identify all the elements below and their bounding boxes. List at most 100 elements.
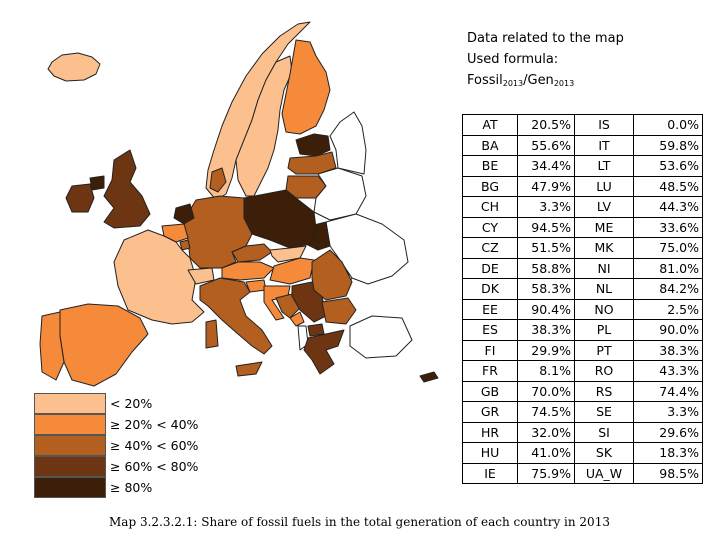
country-code-cell: FR — [462, 360, 518, 382]
share-value-cell: 81.0% — [633, 257, 703, 279]
share-value-cell: 29.6% — [633, 421, 703, 443]
share-value-cell: 94.5% — [517, 216, 575, 238]
country-code-cell: SK — [574, 442, 634, 464]
table-row: HR 32.0% SI 29.6% — [462, 421, 703, 443]
table-row: EE 90.4% NO 2.5% — [462, 298, 703, 320]
table-row: FI 29.9% PT 38.3% — [462, 339, 703, 361]
country-code-cell: BA — [462, 134, 518, 156]
share-value-cell: 38.3% — [517, 319, 575, 341]
region-NL — [173, 203, 195, 225]
region-AT — [221, 261, 275, 281]
region-NI — [89, 175, 105, 191]
formula-gen: /Gen — [523, 73, 554, 88]
region-RU — [329, 111, 367, 175]
country-code-cell: CH — [462, 196, 518, 218]
region-FR — [113, 229, 205, 325]
country-code-cell: HU — [462, 442, 518, 464]
legend-item: ≥ 40% < 60% — [34, 435, 198, 456]
country-code-cell: LT — [574, 155, 634, 177]
formula-sub-b: 2013 — [553, 79, 575, 88]
legend-label: ≥ 40% < 60% — [110, 438, 199, 453]
share-value-cell: 8.1% — [517, 360, 575, 382]
share-value-cell: 75.0% — [633, 237, 703, 259]
country-code-cell: SI — [574, 421, 634, 443]
region-UA — [325, 213, 409, 285]
share-value-cell: 34.4% — [517, 155, 575, 177]
map-caption: Map 3.2.3.2.1: Share of fossil fuels in … — [109, 515, 610, 529]
region-HU — [269, 257, 315, 285]
legend-swatch — [34, 456, 106, 477]
region-BG — [321, 297, 357, 325]
table-row: AT 20.5% IS 0.0% — [462, 114, 703, 136]
legend-item: ≥ 80% — [34, 477, 198, 498]
region-RO — [311, 249, 353, 301]
data-table-body: AT 20.5% IS 0.0% BA 55.6% IT 59.8% BE 34.4% LT 53.6… — [462, 114, 703, 484]
country-code-cell: LV — [574, 196, 634, 218]
country-code-cell: AT — [462, 114, 518, 136]
legend-label: < 20% — [110, 396, 153, 411]
table-row: CY 94.5% ME 33.6% — [462, 216, 703, 238]
share-value-cell: 29.9% — [517, 339, 575, 361]
country-code-cell: NL — [574, 278, 634, 300]
region-IT — [199, 277, 273, 355]
share-value-cell: 74.4% — [633, 380, 703, 402]
country-code-cell: DE — [462, 257, 518, 279]
region-DK — [209, 167, 227, 193]
share-value-cell: 33.6% — [633, 216, 703, 238]
region-LU — [179, 239, 191, 251]
country-code-cell: MK — [574, 237, 634, 259]
map-legend: < 20% ≥ 20% < 40% ≥ 40% < 60% ≥ 60% < 80% ≥ … — [34, 393, 198, 498]
legend-swatch — [34, 414, 106, 435]
region-BE — [161, 223, 189, 243]
legend-item: < 20% — [34, 393, 198, 414]
table-row: DK 58.3% NL 84.2% — [462, 278, 703, 300]
region-ME — [289, 311, 305, 327]
share-value-cell: 51.5% — [517, 237, 575, 259]
country-code-cell: BG — [462, 175, 518, 197]
region-PL — [243, 189, 317, 249]
info-formula: Fossil2013/Gen2013 — [467, 70, 624, 94]
share-value-cell: 48.5% — [633, 175, 703, 197]
region-EE — [295, 133, 331, 157]
legend-swatch — [34, 393, 106, 414]
share-value-cell: 84.2% — [633, 278, 703, 300]
share-value-cell: 44.3% — [633, 196, 703, 218]
legend-label: ≥ 60% < 80% — [110, 459, 199, 474]
share-value-cell: 18.3% — [633, 442, 703, 464]
share-value-cell: 32.0% — [517, 421, 575, 443]
table-row: CH 3.3% LV 44.3% — [462, 196, 703, 218]
table-row: DE 58.8% NI 81.0% — [462, 257, 703, 279]
share-value-cell: 98.5% — [633, 462, 703, 484]
share-value-cell: 38.3% — [633, 339, 703, 361]
country-code-cell: NO — [574, 298, 634, 320]
formula-sub-a: 2013 — [502, 79, 524, 88]
country-code-cell: GB — [462, 380, 518, 402]
country-code-cell: IS — [574, 114, 634, 136]
legend-item: ≥ 20% < 40% — [34, 414, 198, 435]
table-row: FR 8.1% RO 43.3% — [462, 360, 703, 382]
info-line-1: Data related to the map — [467, 31, 624, 46]
legend-item: ≥ 60% < 80% — [34, 456, 198, 477]
region-HR — [263, 285, 291, 321]
country-code-cell: RO — [574, 360, 634, 382]
country-code-cell: HR — [462, 421, 518, 443]
share-value-cell: 43.3% — [633, 360, 703, 382]
table-row: GR 74.5% SE 3.3% — [462, 401, 703, 423]
table-row: BG 47.9% LU 48.5% — [462, 175, 703, 197]
formula-fossil: Fossil — [467, 73, 503, 88]
table-row: GB 70.0% RS 74.4% — [462, 380, 703, 402]
country-code-cell: ES — [462, 319, 518, 341]
share-value-cell: 55.6% — [517, 134, 575, 156]
country-code-cell: NI — [574, 257, 634, 279]
legend-label: ≥ 80% — [110, 480, 153, 495]
share-value-cell: 90.0% — [633, 319, 703, 341]
share-value-cell: 3.3% — [633, 401, 703, 423]
region-MK — [307, 323, 325, 337]
region-BY — [313, 167, 367, 221]
share-value-cell: 2.5% — [633, 298, 703, 320]
region-CY — [419, 371, 439, 383]
country-code-cell: SE — [574, 401, 634, 423]
country-code-cell: IE — [462, 462, 518, 484]
legend-swatch — [34, 435, 106, 456]
share-value-cell: 70.0% — [517, 380, 575, 402]
